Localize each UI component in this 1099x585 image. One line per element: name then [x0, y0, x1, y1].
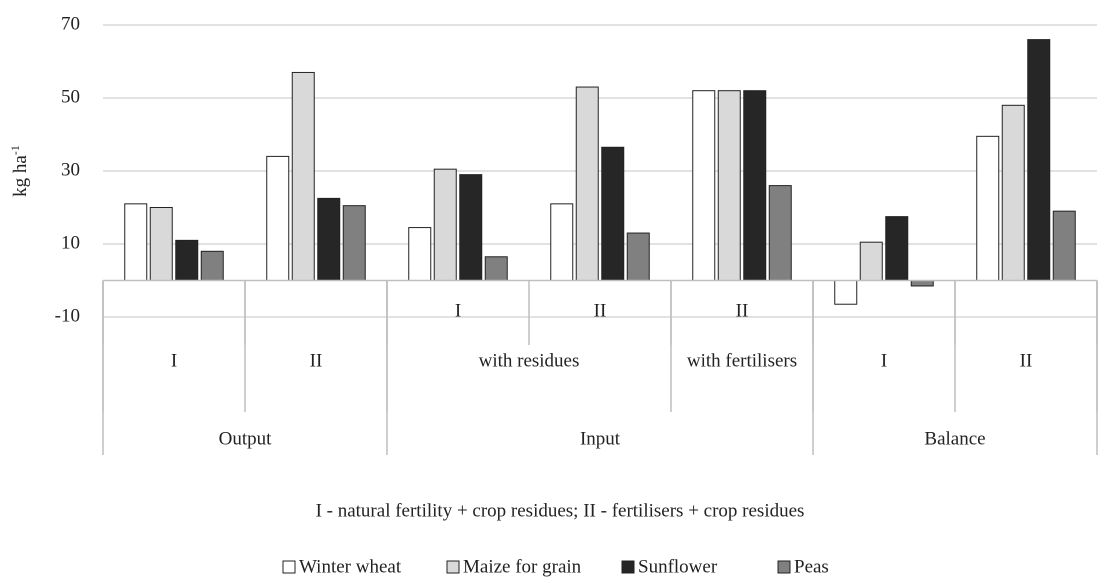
bar [342, 205, 366, 281]
legend-label: Maize for grain [463, 556, 582, 577]
bar [1052, 210, 1076, 281]
bar [834, 280, 858, 305]
bar [1001, 104, 1025, 281]
x-tick-label: II [594, 300, 607, 321]
category-group-label: I [171, 350, 177, 371]
bar [885, 216, 909, 281]
bar [291, 71, 315, 281]
category-group-label: II [1020, 350, 1033, 371]
bar [266, 155, 290, 281]
bar [1027, 39, 1051, 281]
bar [484, 256, 508, 281]
bar [768, 185, 792, 282]
bar [433, 168, 457, 281]
bar [550, 203, 574, 282]
y-tick-label: 30 [61, 159, 80, 180]
legend-swatch [777, 560, 791, 574]
legend-label: Peas [794, 556, 829, 577]
category-group-label: with fertilisers [687, 350, 797, 371]
y-tick-label: 70 [61, 13, 80, 34]
legend-swatch [282, 560, 296, 574]
legend-swatch [621, 560, 635, 574]
category-group-label: I [881, 350, 887, 371]
bar [124, 203, 148, 282]
category-supergroup-label: Input [580, 428, 621, 449]
note: I - natural fertility + crop residues; I… [316, 500, 805, 521]
bar [976, 135, 1000, 281]
bar [717, 90, 741, 281]
bar [692, 90, 716, 281]
bar [149, 207, 173, 281]
bar [408, 227, 432, 281]
y-tick-label: 50 [61, 86, 80, 107]
bar [459, 174, 483, 281]
x-tick-label: I [455, 300, 461, 321]
bar [200, 250, 224, 282]
bar [910, 280, 934, 287]
y-axis-label: kg ha-1 [8, 145, 32, 197]
bar [743, 90, 767, 281]
y-axis-label-text: kg ha [10, 155, 31, 197]
legend-swatch [446, 560, 460, 574]
legend-label: Winter wheat [299, 556, 402, 577]
x-tick-label: II [736, 300, 749, 321]
category-group-label: II [310, 350, 323, 371]
category-group-label: with residues [479, 350, 580, 371]
y-tick-label: -10 [55, 305, 80, 326]
bar [175, 239, 199, 282]
bar [859, 241, 883, 282]
legend-label: Sunflower [638, 556, 718, 577]
y-tick-label: 10 [61, 232, 80, 253]
category-supergroup-label: Balance [924, 428, 985, 449]
category-supergroup-label: Output [219, 428, 273, 449]
bar [601, 146, 625, 281]
bar [317, 197, 341, 281]
y-axis-label-superscript: -1 [8, 145, 22, 155]
bar [575, 86, 599, 281]
bar [626, 232, 650, 282]
